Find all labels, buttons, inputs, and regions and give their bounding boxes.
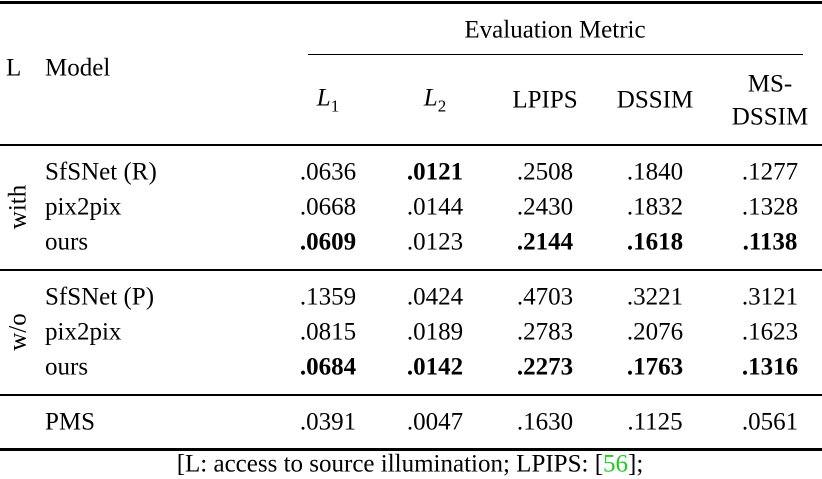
cell-value: .2430 xyxy=(516,193,574,221)
caption-ref[interactable]: 56 xyxy=(603,450,629,478)
cell-value: .1138 xyxy=(742,228,798,256)
group-label: with xyxy=(4,184,32,230)
cell-value: .3221 xyxy=(626,283,684,311)
cell-value: .1840 xyxy=(626,158,684,186)
rule xyxy=(0,1,822,4)
cell-value: .0609 xyxy=(299,228,357,256)
column-header: DSSIM xyxy=(731,103,809,130)
column-header: DSSIM xyxy=(616,86,694,114)
model-name: PMS xyxy=(45,408,96,436)
rule xyxy=(308,54,803,55)
cell-value: .4703 xyxy=(516,283,574,311)
rule xyxy=(0,144,822,146)
header-model: Model xyxy=(45,54,111,82)
cell-value: .2273 xyxy=(516,353,574,381)
cell-value: .0121 xyxy=(406,158,464,186)
cell-value: .0424 xyxy=(406,283,464,311)
cell-value: .0189 xyxy=(406,318,464,346)
header-group: Evaluation Metric xyxy=(464,16,646,44)
cell-value: .0144 xyxy=(406,193,464,221)
subscript: 1 xyxy=(330,96,340,116)
cell-value: .1630 xyxy=(516,408,574,436)
caption-before: [L: access to source illumination; LPIPS… xyxy=(176,450,604,478)
cell-value: .3121 xyxy=(741,283,799,311)
cell-value: .0561 xyxy=(741,408,799,436)
cell-value: .0668 xyxy=(299,193,357,221)
rule xyxy=(0,448,822,451)
column-header: MS- xyxy=(747,70,793,97)
model-name: ours xyxy=(45,353,89,381)
cell-value: .1623 xyxy=(741,318,799,346)
cell-value: .0636 xyxy=(299,158,357,186)
rule xyxy=(0,269,822,271)
model-name: pix2pix xyxy=(45,193,122,221)
cell-value: .2076 xyxy=(626,318,684,346)
cell-value: .1125 xyxy=(627,408,683,436)
cell-value: .0142 xyxy=(406,353,464,381)
cell-value: .2783 xyxy=(516,318,574,346)
rule xyxy=(0,394,822,396)
cell-value: .0047 xyxy=(406,408,464,436)
cell-value: .1277 xyxy=(741,158,799,186)
group-label: w/o xyxy=(4,313,32,351)
cell-value: .1832 xyxy=(626,193,684,221)
symbol: L xyxy=(316,84,331,112)
cell-value: .2144 xyxy=(516,228,574,256)
model-name: SfSNet (P) xyxy=(45,283,155,311)
column-header: LPIPS xyxy=(512,86,578,114)
header-l: L xyxy=(6,54,22,82)
cell-value: .0684 xyxy=(299,353,357,381)
cell-value: .1359 xyxy=(299,283,357,311)
cell-value: .0815 xyxy=(299,318,357,346)
model-name: pix2pix xyxy=(45,318,122,346)
model-name: ours xyxy=(45,228,89,256)
symbol: L xyxy=(423,84,438,112)
cell-value: .2508 xyxy=(516,158,574,186)
cell-value: .0123 xyxy=(406,228,464,256)
caption-after: ]; xyxy=(628,450,644,478)
subscript: 2 xyxy=(437,96,447,116)
model-name: SfSNet (R) xyxy=(45,158,157,186)
cell-value: .1316 xyxy=(741,353,799,381)
cell-value: .1618 xyxy=(626,228,684,256)
caption: [L: access to source illumination; LPIPS… xyxy=(177,452,644,477)
column-header: L2 xyxy=(424,86,446,115)
cell-value: .1328 xyxy=(741,193,799,221)
cell-value: .0391 xyxy=(299,408,357,436)
cell-value: .1763 xyxy=(626,353,684,381)
column-header: L1 xyxy=(317,86,339,115)
